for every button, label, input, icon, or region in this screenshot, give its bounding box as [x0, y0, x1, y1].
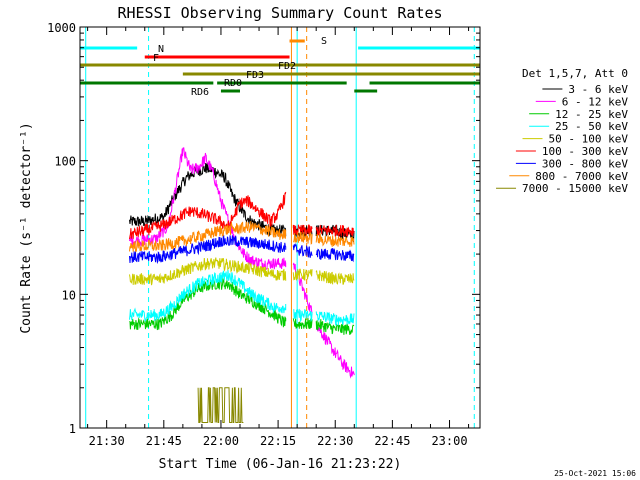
series-line-100-300-kev [315, 224, 355, 238]
series-line-800-7000-kev [315, 232, 355, 248]
series-line-300-800-kev [292, 242, 313, 258]
series-line-800-7000-kev [292, 231, 313, 245]
x-tick-label: 21:30 [89, 434, 125, 448]
x-tick-label: 22:15 [260, 434, 296, 448]
y-tick-label: 10 [62, 288, 76, 302]
series-line-6-12-kev [129, 147, 287, 271]
series-line-6-12-kev [315, 326, 355, 379]
x-tick-label: 23:00 [431, 434, 467, 448]
annotation-label-fd3: FD3 [246, 70, 264, 81]
annotation-label-rd0: RD0 [224, 78, 242, 89]
legend-label-3-6-kev: 3 - 6 keV [568, 83, 628, 96]
series-line-300-800-kev [129, 235, 287, 265]
x-tick-label: 22:45 [374, 434, 410, 448]
legend-label-7000-15000-kev: 7000 - 15000 keV [522, 182, 628, 195]
series-line-50-100-kev [129, 257, 287, 286]
y-tick-label: 1000 [47, 21, 76, 35]
y-tick-label: 1 [69, 422, 76, 436]
plot-frame [79, 26, 481, 429]
series-line-12-25-kev [292, 318, 313, 330]
x-tick-label: 22:00 [203, 434, 239, 448]
series-line-25-50-kev [315, 311, 355, 326]
footer-date: 25-Oct-2021 15:06 [554, 469, 636, 478]
y-axis-ticks: 1 10 100 1000 [47, 21, 480, 436]
legend-label-800-7000-kev: 800 - 7000 keV [535, 170, 628, 183]
series-line-300-800-kev [315, 248, 355, 263]
legend-label-300-800-kev: 300 - 800 keV [542, 157, 628, 170]
series-lines [129, 147, 355, 423]
series-line-12-25-kev [129, 277, 287, 331]
x-axis-ticks: 21:30 21:45 22:00 22:15 22:30 22:45 23:00 [87, 27, 470, 448]
series-line-25-50-kev [129, 269, 287, 322]
series-line-12-25-kev [315, 319, 355, 335]
y-axis-label: Count Rate (s⁻¹ detector⁻¹) [19, 122, 34, 333]
annotation-label-rd6: RD6 [191, 87, 209, 98]
annotation-label-n: N [158, 44, 164, 55]
legend-label-6-12-kev: 6 - 12 keV [562, 95, 629, 108]
x-tick-label: 22:30 [317, 434, 353, 448]
series-line-100-300-kev [292, 224, 313, 236]
x-axis-label: Start Time (06-Jan-16 21:23:22) [159, 457, 402, 472]
chart-title: RHESSI Observing Summary Count Rates [117, 4, 442, 22]
series-line-50-100-kev [292, 268, 313, 281]
series-line-25-50-kev [293, 308, 313, 323]
legend-label-12-25-kev: 12 - 25 keV [555, 108, 628, 121]
series-line-800-7000-kev [129, 221, 287, 253]
legend-label-100-300-kev: 100 - 300 keV [542, 145, 628, 158]
y-tick-label: 100 [54, 155, 76, 169]
series-line-50-100-kev [315, 270, 355, 285]
annotation-bars: NF FD2 FD3 RD0 RD6 S [80, 36, 480, 98]
legend-header: Det 1,5,7, Att 0 [522, 67, 628, 80]
series-line-100-300-kev [129, 191, 287, 240]
series-line-7000-15000-kev [197, 387, 244, 423]
annotation-label-fd2: FD2 [278, 61, 296, 72]
x-tick-label: 21:45 [146, 434, 182, 448]
legend-label-25-50-kev: 25 - 50 keV [555, 120, 628, 133]
annotation-label-f: F [153, 53, 159, 64]
legend-label-50-100-kev: 50 - 100 keV [549, 133, 629, 146]
annotation-label-s: S [321, 36, 327, 47]
